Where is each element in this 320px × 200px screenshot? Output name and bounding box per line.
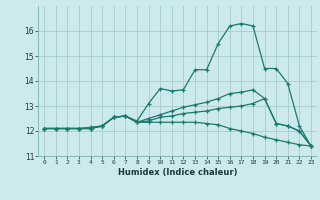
X-axis label: Humidex (Indice chaleur): Humidex (Indice chaleur) <box>118 168 237 177</box>
